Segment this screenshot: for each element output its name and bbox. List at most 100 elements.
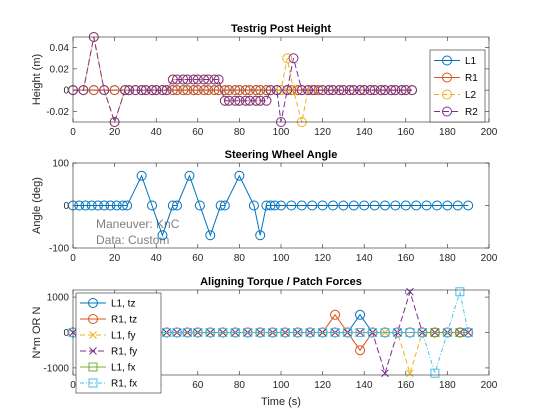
x-tick-label: 80 <box>234 127 246 138</box>
data-point <box>392 328 402 337</box>
data-point <box>421 200 432 211</box>
data-point <box>88 85 99 96</box>
y-tick-label: -100 <box>49 244 69 255</box>
legend-label: R1 <box>465 73 478 84</box>
data-point <box>330 328 340 337</box>
y-tick-label: 0.02 <box>50 64 70 75</box>
y-axis-label: Angle (deg) <box>31 177 43 234</box>
data-point <box>276 85 286 96</box>
data-point <box>328 85 338 96</box>
x-tick-label: 200 <box>481 127 498 138</box>
data-point <box>99 85 110 96</box>
data-point <box>407 85 418 96</box>
data-point <box>268 328 278 337</box>
legend-marker <box>442 55 452 66</box>
x-tick-label: 140 <box>356 127 373 138</box>
data-point <box>365 85 376 96</box>
x-tick-label: 140 <box>356 380 373 391</box>
axes-frame <box>72 162 490 249</box>
chart-title: Aligning Torque / Patch Forces <box>200 276 362 288</box>
data-point <box>400 85 411 96</box>
series-line <box>73 291 469 375</box>
data-point <box>286 200 297 211</box>
data-point <box>99 200 110 211</box>
legend-label: L1, fx <box>111 363 135 374</box>
data-point <box>213 74 224 85</box>
data-point <box>317 85 328 96</box>
x-tick-label: 60 <box>192 380 204 391</box>
x-tick-label: 60 <box>192 253 204 264</box>
data-point <box>192 85 203 96</box>
data-point <box>355 85 366 96</box>
data-point <box>359 85 370 96</box>
data-point <box>406 287 414 296</box>
data-point <box>288 85 299 96</box>
data-point <box>269 200 280 211</box>
data-point <box>224 85 234 96</box>
data-point <box>244 85 255 96</box>
x-tick-label: 0 <box>70 127 76 138</box>
data-point <box>203 74 214 85</box>
data-point <box>323 85 334 96</box>
legend-marker <box>88 298 98 308</box>
data-point <box>178 74 189 85</box>
x-tick-label: 60 <box>192 127 204 138</box>
data-point <box>230 85 241 96</box>
y-tick-label: 0 <box>63 328 69 339</box>
x-tick-label: 40 <box>151 127 163 138</box>
data-point <box>205 328 215 337</box>
legend-marker <box>442 72 452 83</box>
legend-marker <box>88 378 98 388</box>
data-point <box>147 85 158 96</box>
axes-frame <box>72 289 490 376</box>
data-point <box>265 200 276 211</box>
y-axis-label: N*m OR N <box>31 306 43 358</box>
data-point <box>130 85 141 96</box>
data-point <box>261 200 272 211</box>
data-point <box>117 200 128 211</box>
data-point <box>296 85 307 96</box>
x-tick-label: 100 <box>273 380 290 391</box>
legend-box <box>75 292 162 394</box>
data-point <box>194 200 205 211</box>
data-point <box>167 74 178 85</box>
data-point <box>140 85 151 96</box>
data-point <box>218 328 228 337</box>
x-tick-label: 120 <box>314 253 331 264</box>
annotation-text: Maneuver: KnC <box>96 217 180 231</box>
data-point <box>157 230 168 241</box>
data-point <box>430 368 440 378</box>
data-point <box>293 328 303 337</box>
data-point <box>328 200 338 211</box>
data-point <box>172 200 182 211</box>
data-point <box>215 200 226 211</box>
data-point <box>318 328 328 337</box>
data-point <box>348 85 359 96</box>
legend-label: L2 <box>465 90 477 101</box>
data-point <box>355 328 365 337</box>
data-point <box>172 74 182 85</box>
data-point <box>355 309 366 320</box>
legend-label: R1, tz <box>111 315 137 326</box>
x-tick-label: 180 <box>439 380 456 391</box>
data-point <box>213 85 224 96</box>
data-point <box>157 85 168 96</box>
legend-label: R1, fy <box>111 347 137 358</box>
data-point <box>151 85 162 96</box>
data-point <box>255 328 265 337</box>
data-point <box>136 85 147 96</box>
legend-label: R1, fx <box>111 379 137 390</box>
x-tick-label: 20 <box>109 127 121 138</box>
data-point <box>369 85 380 96</box>
x-tick-label: 180 <box>439 253 456 264</box>
y-tick-label: -1000 <box>43 363 69 374</box>
legend-marker <box>88 314 98 324</box>
data-point <box>455 287 465 297</box>
data-point <box>442 328 452 337</box>
x-tick-label: 140 <box>356 253 373 264</box>
x-tick-label: 120 <box>314 127 331 138</box>
x-tick-label: 0 <box>70 253 76 264</box>
data-point <box>240 85 251 96</box>
data-point <box>188 74 199 85</box>
x-tick-label: 160 <box>397 380 414 391</box>
